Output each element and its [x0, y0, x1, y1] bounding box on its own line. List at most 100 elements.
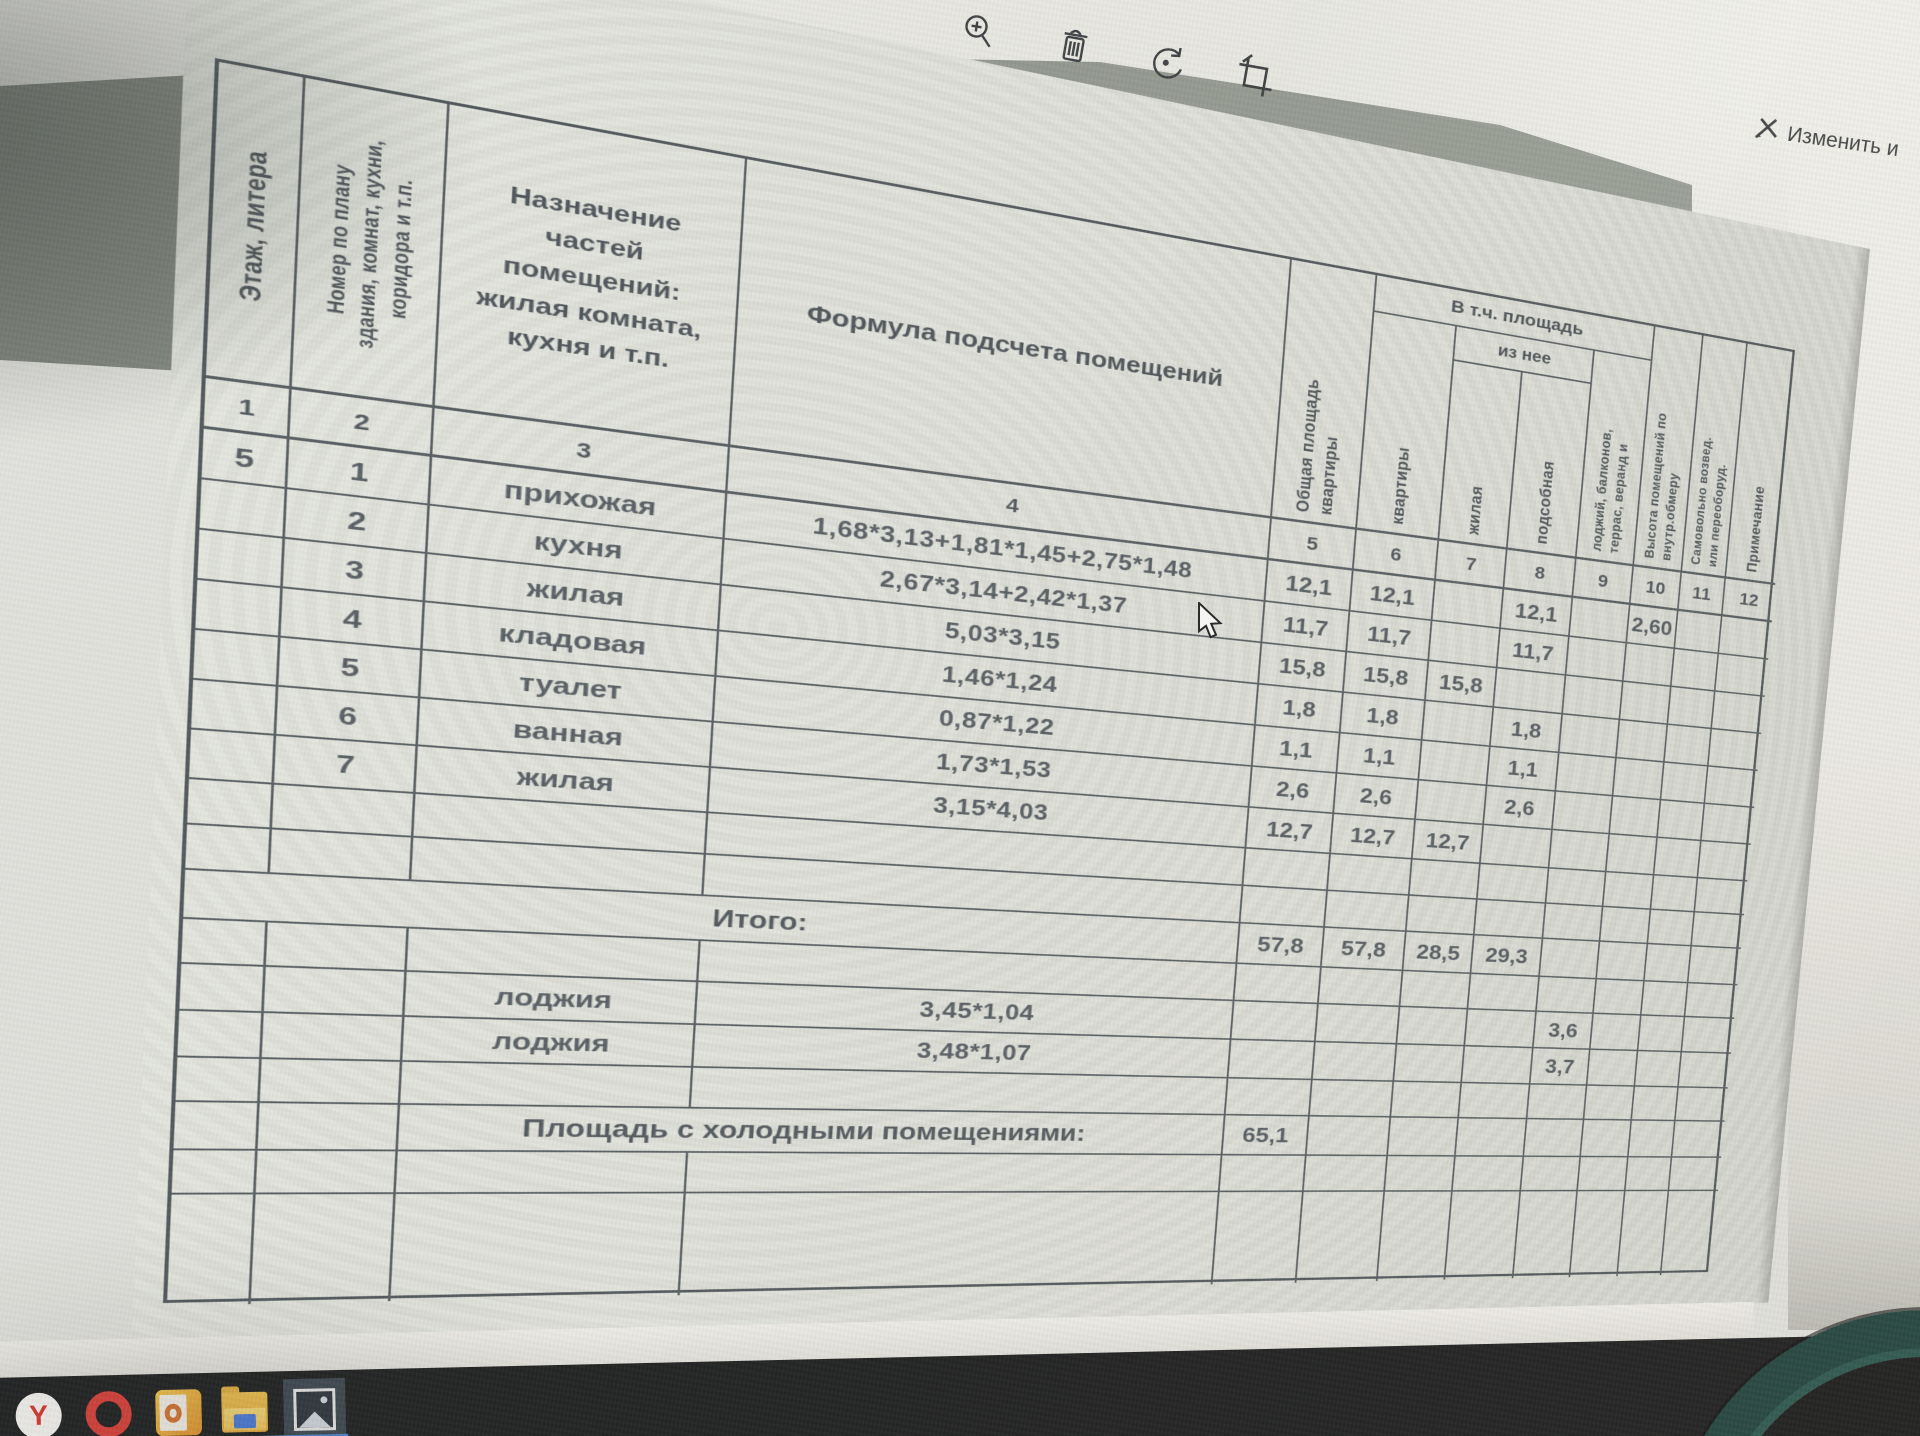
table-blank-cell	[1452, 1156, 1525, 1192]
table-blank-cell	[1536, 977, 1597, 1014]
totals-value: 57,8	[1237, 923, 1325, 968]
table-cell	[1559, 714, 1621, 759]
table-cell: 2,6	[1249, 766, 1338, 815]
table-blank-cell	[1377, 1191, 1453, 1281]
table-cell	[1306, 1116, 1392, 1157]
photos-app-icon[interactable]	[293, 1388, 337, 1432]
table-blank-cell	[1584, 1085, 1636, 1121]
table-cell	[257, 1103, 401, 1152]
cold-total-value: 65,1	[1222, 1115, 1310, 1156]
table-cell	[1616, 720, 1669, 763]
table-cell	[1678, 1052, 1731, 1089]
table-cell	[1387, 1117, 1459, 1157]
table-cell	[189, 729, 277, 785]
table-cell: 3,7	[1530, 1048, 1591, 1086]
table-cell: лоджия	[402, 1016, 696, 1068]
table-cell: 1,8	[1490, 707, 1563, 754]
rotate-icon[interactable]	[1140, 38, 1194, 96]
table-blank-cell	[1219, 1155, 1307, 1193]
table-blank-cell	[1669, 1157, 1722, 1192]
table-cell	[1524, 1119, 1585, 1158]
table-blank-cell	[1521, 1156, 1581, 1192]
table-blank-cell	[1631, 1086, 1679, 1122]
table-cell	[1654, 838, 1702, 879]
table-blank-cell	[1391, 1081, 1462, 1119]
mountain-glyph	[298, 1411, 332, 1428]
table-blank-cell	[395, 1151, 689, 1195]
table-cell: 2,6	[1483, 786, 1557, 831]
table-blank-cell	[1474, 899, 1547, 939]
table-cell	[1661, 762, 1709, 805]
table-blank-cell	[1318, 967, 1404, 1008]
table-blank-cell	[255, 1150, 398, 1195]
table-blank-cell	[1303, 1155, 1388, 1192]
table-cell	[1644, 944, 1692, 984]
crop-icon[interactable]	[1228, 50, 1282, 108]
outlook-icon[interactable]	[155, 1389, 203, 1436]
table-cell: 2,60	[1626, 605, 1679, 650]
table-blank-cell	[1675, 1087, 1728, 1122]
table-blank-cell	[1458, 1083, 1531, 1120]
table-cell	[261, 1013, 405, 1062]
table-cell: 1,1	[1252, 725, 1341, 774]
table-cell	[1562, 675, 1624, 721]
table-blank-cell	[1212, 1191, 1304, 1285]
table-cell	[1569, 597, 1631, 644]
table-blank-cell	[1661, 1191, 1718, 1275]
outlook-o	[164, 1403, 182, 1423]
table-blank-cell	[1234, 964, 1322, 1005]
column-number-cell: 12	[1722, 578, 1776, 623]
table-cell: 12,7	[1412, 820, 1484, 865]
table-cell	[263, 966, 407, 1017]
table-blank-cell	[265, 922, 409, 972]
table-cell	[1635, 1051, 1682, 1088]
table-blank-cell	[166, 1194, 256, 1306]
table-cell	[1623, 643, 1675, 688]
delete-icon[interactable]	[1050, 23, 1098, 76]
table-blank-cell	[1546, 868, 1607, 908]
table-cell	[1415, 780, 1488, 826]
table-blank-cell	[1651, 875, 1699, 913]
table-cell	[1711, 691, 1765, 735]
explication-table: Этаж, литера Номер по плану здания, комна…	[163, 58, 1798, 1306]
table-cell	[199, 479, 288, 539]
table-cell	[1590, 1013, 1642, 1052]
sun-glyph	[320, 1396, 328, 1404]
table-blank-cell	[1409, 859, 1481, 900]
table-cell	[1315, 1004, 1401, 1045]
table-cell	[1494, 668, 1567, 715]
table-cell	[1657, 800, 1705, 842]
file-explorer-icon[interactable]	[221, 1386, 269, 1433]
table-blank-cell	[1543, 903, 1604, 942]
table-cell: 15,8	[1425, 661, 1498, 708]
table-cell	[1671, 649, 1719, 692]
table-blank-cell	[390, 1193, 686, 1302]
table-blank-cell	[1641, 981, 1689, 1018]
table-cell	[195, 579, 283, 638]
zoom-in-icon[interactable]	[954, 9, 1003, 64]
edit-pencil-icon	[1750, 114, 1780, 149]
table-cell: 12,7	[1246, 807, 1335, 855]
opera-icon[interactable]	[85, 1390, 133, 1436]
table-cell	[1228, 1039, 1316, 1081]
table-blank-cell	[1240, 886, 1328, 928]
table-cell	[1566, 636, 1627, 682]
table-blank-cell	[1625, 1157, 1673, 1192]
table-blank-cell	[1570, 1191, 1626, 1278]
table-cell	[1664, 724, 1712, 767]
table-cell	[1552, 791, 1614, 835]
table-blank-cell	[1513, 1191, 1578, 1279]
yandex-browser-icon[interactable]: Y	[15, 1392, 63, 1436]
header-col3: Назначение частей помещений: жилая комна…	[434, 104, 748, 448]
document-page: Этаж, литера Номер по плану здания, комна…	[163, 58, 1798, 1306]
totals-value: 28,5	[1403, 931, 1475, 975]
table-cell	[197, 529, 285, 589]
table-blank-cell	[1648, 909, 1695, 947]
table-blank-cell	[269, 829, 414, 882]
table-cell	[1638, 1015, 1686, 1053]
header-col2: Номер по плану здания, комнат, кухни, кори…	[291, 77, 450, 409]
table-blank-cell	[1384, 1156, 1456, 1192]
table-blank-cell	[1593, 979, 1645, 1016]
table-blank-cell	[1468, 974, 1540, 1012]
